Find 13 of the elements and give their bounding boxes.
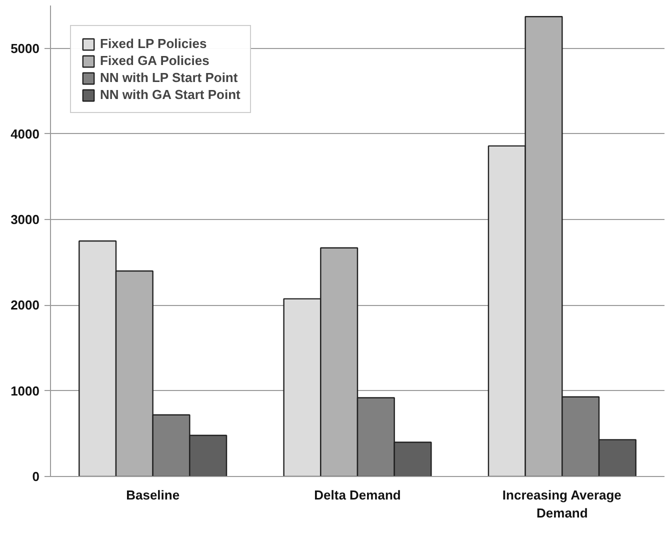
y-tick-label: 3000 <box>10 212 40 228</box>
x-tick-label: Increasing Average Demand <box>502 488 622 520</box>
legend-label: Fixed GA Policies <box>100 53 210 68</box>
legend-label: NN with LP Start Point <box>100 70 238 85</box>
y-tick-label: 2000 <box>10 298 40 313</box>
x-tick-label: Delta Demand <box>314 488 401 502</box>
y-tick-label: 0 <box>32 469 40 484</box>
y-tick-label: 5000 <box>10 40 40 56</box>
legend-label: Fixed LP Policies <box>100 36 207 51</box>
y-tick-label: 1000 <box>10 383 40 398</box>
x-tick-label: Baseline <box>126 488 180 502</box>
y-tick-label: 4000 <box>10 126 40 142</box>
legend-label: NN with GA Start Point <box>100 87 240 102</box>
